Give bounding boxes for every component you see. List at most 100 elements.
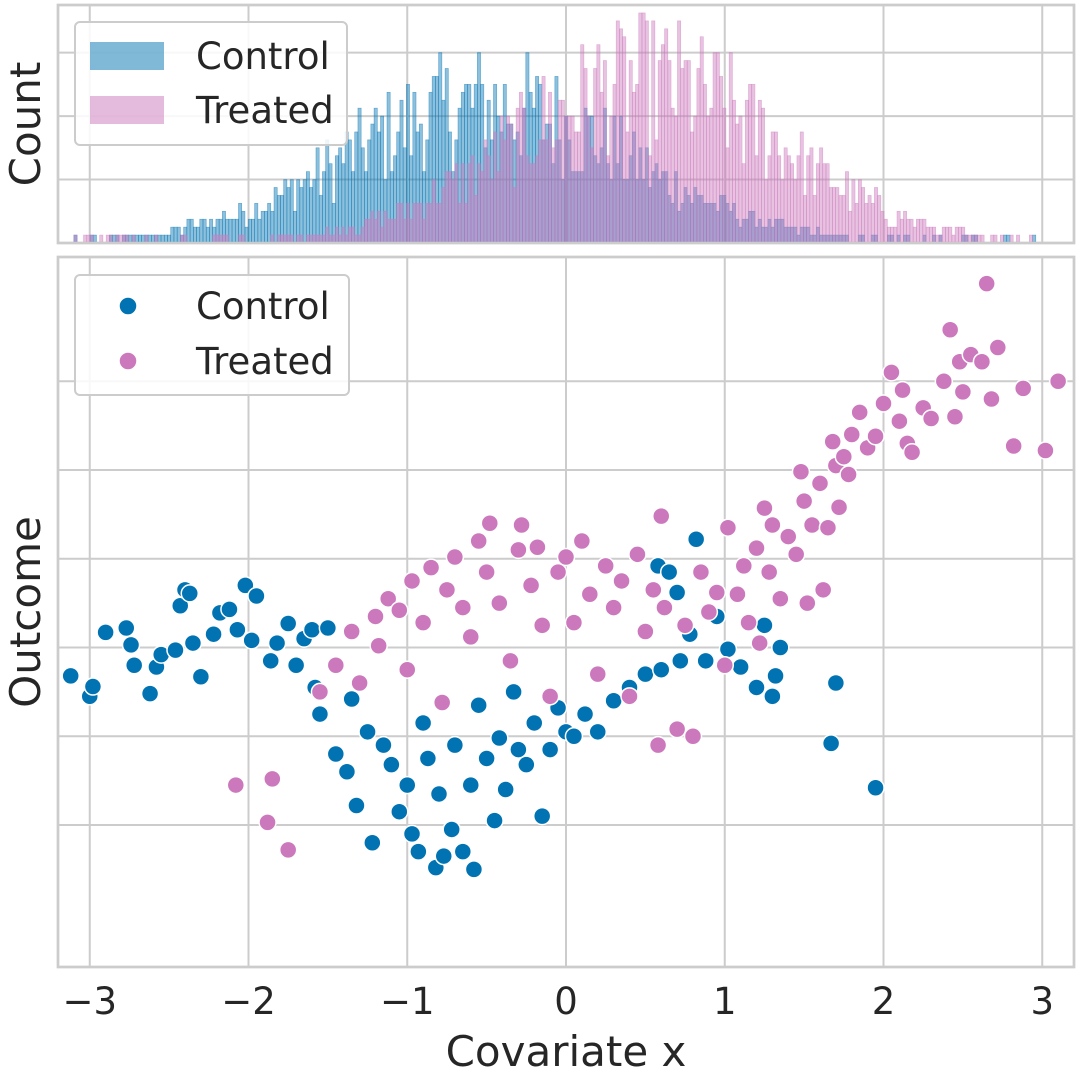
scatter-point-treated [398,660,417,679]
scatter-point-control [398,775,417,795]
scatter-point-control [228,620,247,639]
scatter-x-tick-label: 1 [713,980,737,1023]
histogram-bar-treated [554,139,559,244]
scatter-point-treated [437,580,457,600]
scatter-point-treated [263,769,282,789]
histogram-bar-control [328,163,333,244]
scatter-point-control [347,796,366,815]
histogram-bar-treated [444,171,449,244]
scatter-panel: −3 −2 −1 0 1 2 3 Covariate x Outcome Control T… [1,255,1076,1076]
histogram-bar-control [302,179,307,244]
scatter-point-treated [759,562,779,582]
histogram-bar-treated [386,218,391,244]
histogram-bar-treated [748,84,753,244]
histogram-bar-control [305,171,310,244]
histogram-bar-treated [428,203,433,244]
histogram-bar-treated [473,195,478,244]
histogram-bar-treated [367,218,372,244]
histogram-bar-treated [464,203,468,244]
scatter-point-treated [683,727,703,746]
histogram-bar-treated [399,203,404,244]
histogram-bar-treated [857,179,862,244]
scatter-point-treated [882,363,901,382]
scatter-point-control [83,677,103,696]
histogram-bar-treated [774,131,778,244]
scatter-point-treated [628,545,647,564]
histogram-bar-treated [925,226,930,244]
histogram-bar-treated [612,84,617,244]
histogram-bar-treated [483,139,488,244]
scatter-point-control [866,778,885,797]
histogram-bar-control [273,187,278,244]
histogram-bar-treated [954,226,959,244]
scatter-point-treated [509,540,528,560]
histogram-bar-treated [922,218,927,244]
scatter-point-control [318,618,338,638]
scatter-point-control [358,722,377,742]
histogram-bar-treated [712,52,717,244]
scatter-point-treated [763,515,782,535]
scatter-point-treated [739,613,758,632]
scatter-point-control [731,657,750,677]
scatter-point-control [604,691,623,710]
histogram-bar-control [286,187,291,244]
scatter-point-treated [644,580,663,600]
histogram-bar-treated [644,20,649,244]
histogram-bar-treated [845,171,849,244]
histogram-legend-swatch-treated [90,96,164,124]
histogram-bar-treated [373,218,378,244]
histogram-bar-control [209,218,213,244]
scatter-point-treated [480,514,500,533]
scatter-point-control [564,727,584,746]
histogram-bar-control [322,171,326,244]
scatter-point-control [261,651,280,671]
histogram-bar-treated [393,218,397,244]
histogram-bar-treated [877,195,882,244]
histogram-bar-control [354,131,359,244]
histogram-y-label: Count [1,62,50,187]
scatter-point-treated [612,571,631,591]
scatter-point-treated [655,598,674,617]
scatter-point-control [363,833,382,852]
histogram-bar-treated [738,115,743,244]
scatter-point-treated [893,380,912,400]
scatter-point-control [485,811,504,830]
histogram-bar-treated [835,187,840,244]
scatter-point-control [766,666,785,686]
histogram-bar-treated [441,187,446,244]
scatter-point-control [337,762,357,781]
histogram-bar-treated [764,179,769,244]
scatter-point-control [236,576,255,595]
scatter-point-treated [490,593,509,613]
histogram-bar-control [251,218,255,244]
histogram-bar-treated [786,155,791,244]
histogram-bar-treated [706,115,711,244]
histogram-bar-control [234,218,239,244]
scatter-point-treated [866,427,885,446]
scatter-point-control [267,633,287,653]
scatter-point-control [517,755,536,774]
histogram-bar-treated [370,210,375,244]
scatter-point-control [718,640,738,659]
histogram-bar-treated [709,107,714,244]
histogram-bar-treated [819,147,824,244]
histogram-bar-treated [628,60,633,244]
histogram-bar-treated [961,226,966,244]
scatter-point-treated [556,547,576,567]
histogram-bar-treated [457,203,462,244]
histogram-bar-treated [496,171,501,244]
scatter-point-control [326,744,346,764]
scatter-point-control [464,860,484,879]
histogram-bar-treated [560,99,565,244]
histogram-bar-control [244,226,249,244]
scatter-point-treated [413,613,433,632]
histogram-bar-treated [531,163,536,244]
histogram-panel: Count Control Treated [1,3,1076,245]
scatter-point-treated [461,627,480,647]
scatter-point-control [821,734,841,753]
scatter-point-control [191,667,211,687]
scatter-point-treated [226,775,246,795]
histogram-bar-treated [383,210,388,244]
scatter-legend-label-treated: Treated [195,340,334,383]
scatter-point-treated [1013,379,1033,398]
